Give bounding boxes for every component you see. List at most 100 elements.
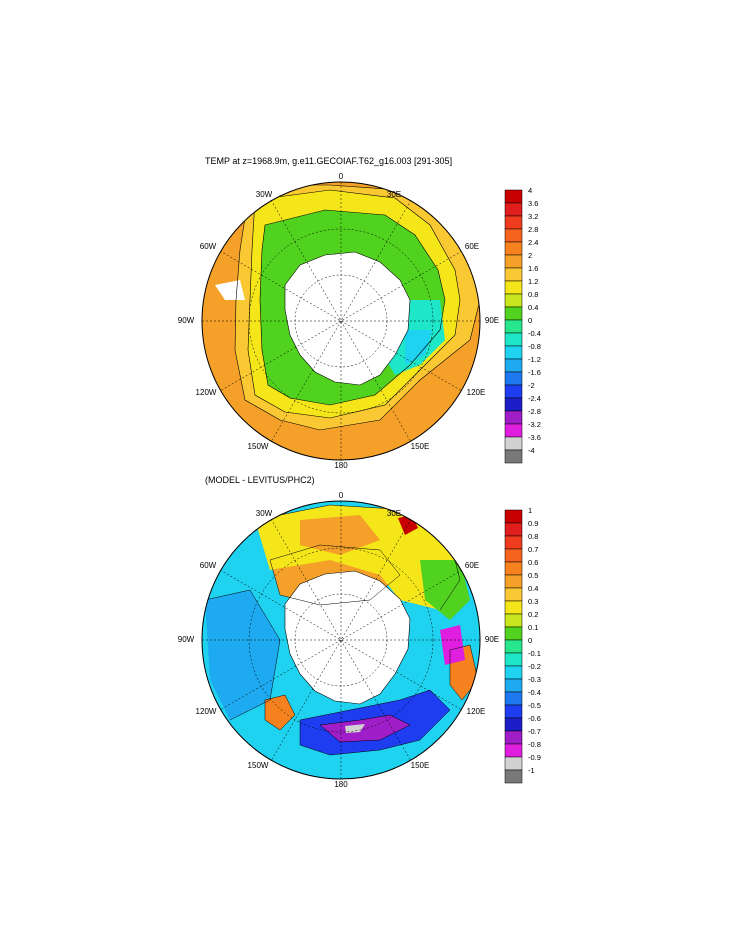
longitude-label: 150W xyxy=(248,442,269,451)
longitude-label: 120E xyxy=(467,388,486,397)
colorbar-label: 0.8 xyxy=(528,532,538,541)
colorbar-label: -0.6 xyxy=(528,714,541,723)
colorbar-label: -0.7 xyxy=(528,727,541,736)
colorbar-swatch xyxy=(504,626,523,641)
colorbar-label: -1.2 xyxy=(528,355,541,364)
colorbar-label: -3.6 xyxy=(528,433,541,442)
panel-title-difference: (MODEL - LEVITUS/PHC2) xyxy=(205,475,315,485)
colorbar-label: -0.9 xyxy=(528,753,541,762)
longitude-label: 60E xyxy=(465,242,479,251)
colorbar-swatch xyxy=(504,639,523,654)
longitude-label: 150E xyxy=(411,761,430,770)
colorbar-label: -0.2 xyxy=(528,662,541,671)
colorbar-swatch xyxy=(504,548,523,563)
colorbar-label: -0.5 xyxy=(528,701,541,710)
longitude-label: 30E xyxy=(387,509,401,518)
colorbar-label: -0.4 xyxy=(528,329,541,338)
colorbar-label: -1 xyxy=(528,766,535,775)
longitude-label: 180 xyxy=(334,780,348,789)
colorbar-swatch xyxy=(504,574,523,589)
antarctic-continent xyxy=(284,251,411,386)
colorbar-swatch xyxy=(504,691,523,706)
colorbar-label: 2.4 xyxy=(528,238,538,247)
magenta-region xyxy=(440,625,465,665)
colorbar-label: 2 xyxy=(528,251,532,260)
colorbar-label: -0.8 xyxy=(528,342,541,351)
colorbar-label: 0.5 xyxy=(528,571,538,580)
colorbar-label: 1.6 xyxy=(528,264,538,273)
grey-patch xyxy=(345,724,365,733)
colorbar-swatch xyxy=(504,561,523,576)
colorbar-swatch xyxy=(504,587,523,602)
colorbar-swatch xyxy=(504,535,523,550)
colorbar-label: -2.8 xyxy=(528,407,541,416)
colorbar-label: -1.6 xyxy=(528,368,541,377)
longitude-label: 0 xyxy=(339,172,344,181)
colorbar-swatch xyxy=(504,756,523,771)
longitude-label: 120E xyxy=(467,707,486,716)
colorbar-swatch xyxy=(504,613,523,628)
colorbar-label: -4 xyxy=(528,446,535,455)
light-cyan-region xyxy=(405,330,432,365)
colorbar-label: 0.6 xyxy=(528,558,538,567)
colorbar-swatch xyxy=(504,730,523,745)
colorbar-label: -2 xyxy=(528,381,535,390)
colorbar-label: 4 xyxy=(528,186,532,195)
colorbar-swatch xyxy=(504,717,523,732)
longitude-label: 150W xyxy=(248,761,269,770)
longitude-label: 60W xyxy=(200,561,217,570)
green-region xyxy=(420,560,470,620)
colorbar-label: 1 xyxy=(528,506,532,515)
longitude-label: 30W xyxy=(256,190,273,199)
colorbar-label: 0.7 xyxy=(528,545,538,554)
map-boundary xyxy=(201,181,481,461)
colorbar-label: -2.4 xyxy=(528,394,541,403)
longitude-label: 90W xyxy=(178,635,195,644)
colorbar-label: -0.8 xyxy=(528,740,541,749)
map-boundary xyxy=(201,500,481,780)
colorbar-label: -0.4 xyxy=(528,688,541,697)
longitude-label: 60E xyxy=(465,561,479,570)
longitude-label: 30E xyxy=(387,190,401,199)
colorbar-label: 2.8 xyxy=(528,225,538,234)
lat-lon-grid xyxy=(202,182,480,460)
colorbar-label: 0.4 xyxy=(528,303,538,312)
longitude-label: 60W xyxy=(200,242,217,251)
colorbar-label: -0.1 xyxy=(528,649,541,658)
longitude-label: 150E xyxy=(411,442,430,451)
longitude-label: 90E xyxy=(485,316,499,325)
colorbar-label: 0.9 xyxy=(528,519,538,528)
longitude-label: 90E xyxy=(485,635,499,644)
purple-region xyxy=(320,715,410,742)
colorbar-label: 0.4 xyxy=(528,584,538,593)
longitude-label: 180 xyxy=(334,461,348,470)
colorbar-swatch xyxy=(504,743,523,758)
colorbar-label: -3.2 xyxy=(528,420,541,429)
colorbar-label: 1.2 xyxy=(528,277,538,286)
colorbar-swatch xyxy=(504,704,523,719)
orange-hotspot-120w xyxy=(265,695,295,730)
colorbar-label: 0.2 xyxy=(528,610,538,619)
colorbar-label: 0.1 xyxy=(528,623,538,632)
blue-west-region xyxy=(205,590,280,720)
colorbar-label: 0 xyxy=(528,636,532,645)
longitude-label: 0 xyxy=(339,491,344,500)
colorbar-label: 0.8 xyxy=(528,290,538,299)
colorbar-swatch xyxy=(504,769,523,784)
colorbar-swatch xyxy=(504,652,523,667)
longitude-label: 90W xyxy=(178,316,195,325)
colorbar-label: -0.3 xyxy=(528,675,541,684)
colorbar-swatch xyxy=(504,509,523,524)
colorbar-label: 0.3 xyxy=(528,597,538,606)
colorbar-label: 0 xyxy=(528,316,532,325)
colorbar-swatch xyxy=(504,678,523,693)
colorbar-swatch xyxy=(504,449,523,464)
longitude-label: 30W xyxy=(256,509,273,518)
lat-lon-grid xyxy=(202,501,480,779)
colorbar-swatch xyxy=(504,522,523,537)
panel-title-temp: TEMP at z=1968.9m, g.e11.GECOIAF.T62_g16… xyxy=(205,156,453,166)
longitude-label: 120W xyxy=(196,388,217,397)
longitude-label: 120W xyxy=(196,707,217,716)
